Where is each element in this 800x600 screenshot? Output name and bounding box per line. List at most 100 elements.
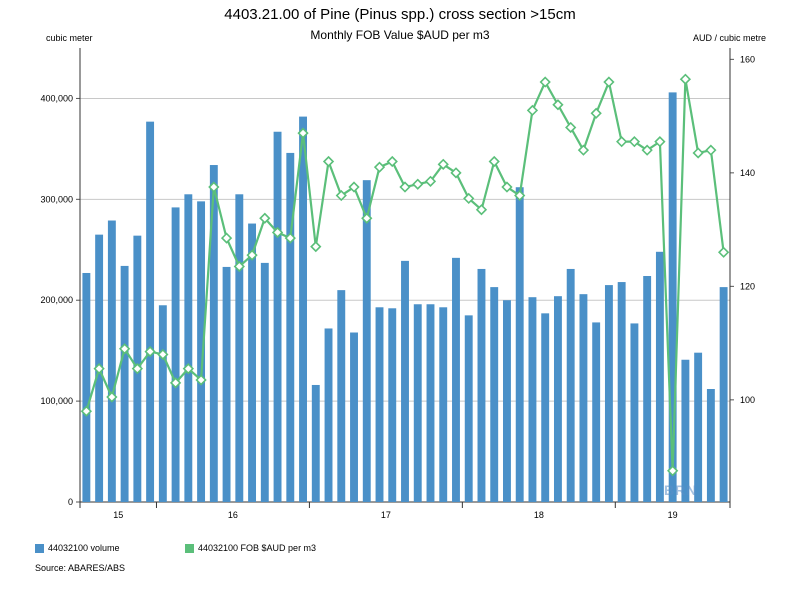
fob-value-marker (616, 136, 628, 148)
volume-bar (643, 276, 652, 502)
fob-value-marker (118, 343, 131, 355)
fob-value-marker (399, 181, 411, 193)
volume-bar (171, 207, 180, 502)
fob-value-marker (412, 178, 424, 190)
volume-bar (719, 287, 728, 502)
left-axis-tick-label: 0 (68, 497, 73, 507)
x-axis-year-label: 16 (228, 510, 238, 520)
volume-bar (362, 180, 371, 503)
left-axis-tick-label: 200,000 (40, 295, 73, 305)
volume-bar (655, 251, 664, 502)
volume-bar (337, 290, 346, 502)
fob-value-marker (93, 363, 105, 375)
volume-bar (426, 304, 435, 502)
legend-item-fob-value[interactable]: 44032100 FOB $AUD per m3 (185, 543, 316, 553)
volume-bar (388, 308, 397, 502)
x-axis-year-label: 15 (113, 510, 123, 520)
fob-value-marker (488, 155, 500, 168)
right-axis-tick-label: 140 (740, 168, 755, 178)
fob-value-marker (679, 73, 692, 85)
fob-value-marker (259, 212, 271, 224)
fob-value-marker (667, 465, 679, 477)
chart-subtitle: Monthly FOB Value $AUD per m3 (310, 28, 490, 42)
legend-swatch-volume (35, 543, 44, 553)
fob-value-marker (246, 249, 258, 261)
fob-value-marker (552, 99, 564, 111)
legend-item-volume[interactable]: 44032100 volume (35, 543, 120, 553)
volume-bar (324, 328, 333, 502)
fob-value-marker (157, 348, 169, 361)
legend-label-volume: 44032100 volume (48, 543, 120, 553)
left-axis-tick-label: 100,000 (40, 396, 73, 406)
volume-bar (235, 194, 244, 503)
right-axis-unit-label: AUD / cubic metre (692, 33, 766, 43)
volume-bar (681, 359, 690, 502)
volume-bar (260, 262, 269, 502)
volume-bar (490, 287, 499, 502)
fob-value-marker (603, 76, 615, 88)
legend-swatch-fob-value (185, 543, 194, 553)
right-axis-tick-label: 160 (740, 54, 755, 64)
left-axis-tick-label: 300,000 (40, 194, 73, 204)
fob-value-marker (475, 204, 488, 216)
volume-bar (375, 307, 384, 502)
legend-label-fob-value: 44032100 FOB $AUD per m3 (198, 543, 317, 553)
chart-title: 4403.21.00 of Pine (Pinus spp.) cross se… (224, 6, 576, 23)
fob-value-marker (526, 104, 539, 117)
x-axis-year-label: 18 (534, 510, 544, 520)
fob-value-marker (424, 175, 437, 187)
volume-bar (311, 384, 320, 502)
volume-bar (158, 305, 167, 502)
volume-bar (82, 272, 91, 502)
volume-bar (706, 389, 715, 502)
fob-value-marker (335, 189, 347, 202)
right-axis-tick-label: 100 (740, 395, 755, 405)
fob-value-marker (182, 363, 194, 375)
volume-bar (592, 322, 601, 502)
volume-bar (299, 116, 307, 503)
fob-value-marker (195, 374, 207, 386)
volume-bar (248, 223, 257, 502)
volume-bar (273, 131, 282, 502)
fob-value-marker (348, 181, 360, 193)
volume-bar (528, 297, 537, 502)
volume-bar (553, 296, 562, 502)
volume-bar (286, 152, 295, 502)
volume-bar (413, 304, 422, 502)
fob-value-marker (310, 240, 322, 253)
volume-bar (439, 307, 448, 502)
fob-value-marker (577, 144, 590, 156)
fob-value-marker (208, 181, 220, 193)
volume-bar (464, 315, 473, 502)
fob-value-marker (322, 155, 335, 168)
fob-value-marker (450, 167, 462, 179)
brn-watermark: BRN (664, 482, 698, 498)
volume-bar (222, 266, 231, 502)
fob-value-marker (373, 161, 386, 173)
fob-value-marker (717, 246, 730, 258)
fob-value-marker (705, 144, 717, 156)
fob-value-marker (463, 192, 475, 205)
fob-value-marker (641, 144, 653, 156)
fob-value-marker (169, 377, 182, 389)
left-axis-tick-label: 400,000 (40, 93, 73, 103)
volume-bar (107, 220, 116, 502)
fob-value-marker (539, 76, 551, 88)
volume-bar (477, 268, 486, 502)
fob-value-marker (233, 260, 245, 273)
left-axis-unit-label: cubic meter (46, 33, 93, 43)
volume-bar (541, 313, 550, 502)
fob-value-marker (297, 127, 309, 139)
fob-value-marker (144, 345, 156, 358)
volume-bar (146, 121, 155, 502)
volume-bar (120, 265, 129, 502)
fob-value-marker (220, 232, 233, 244)
volume-bar (630, 323, 639, 502)
volume-bar (579, 294, 588, 502)
volume-bar (617, 282, 626, 502)
fob-value-marker (361, 212, 373, 224)
x-axis-year-label: 17 (381, 510, 391, 520)
x-axis-year-label: 19 (668, 510, 678, 520)
volume-bar (197, 201, 206, 502)
